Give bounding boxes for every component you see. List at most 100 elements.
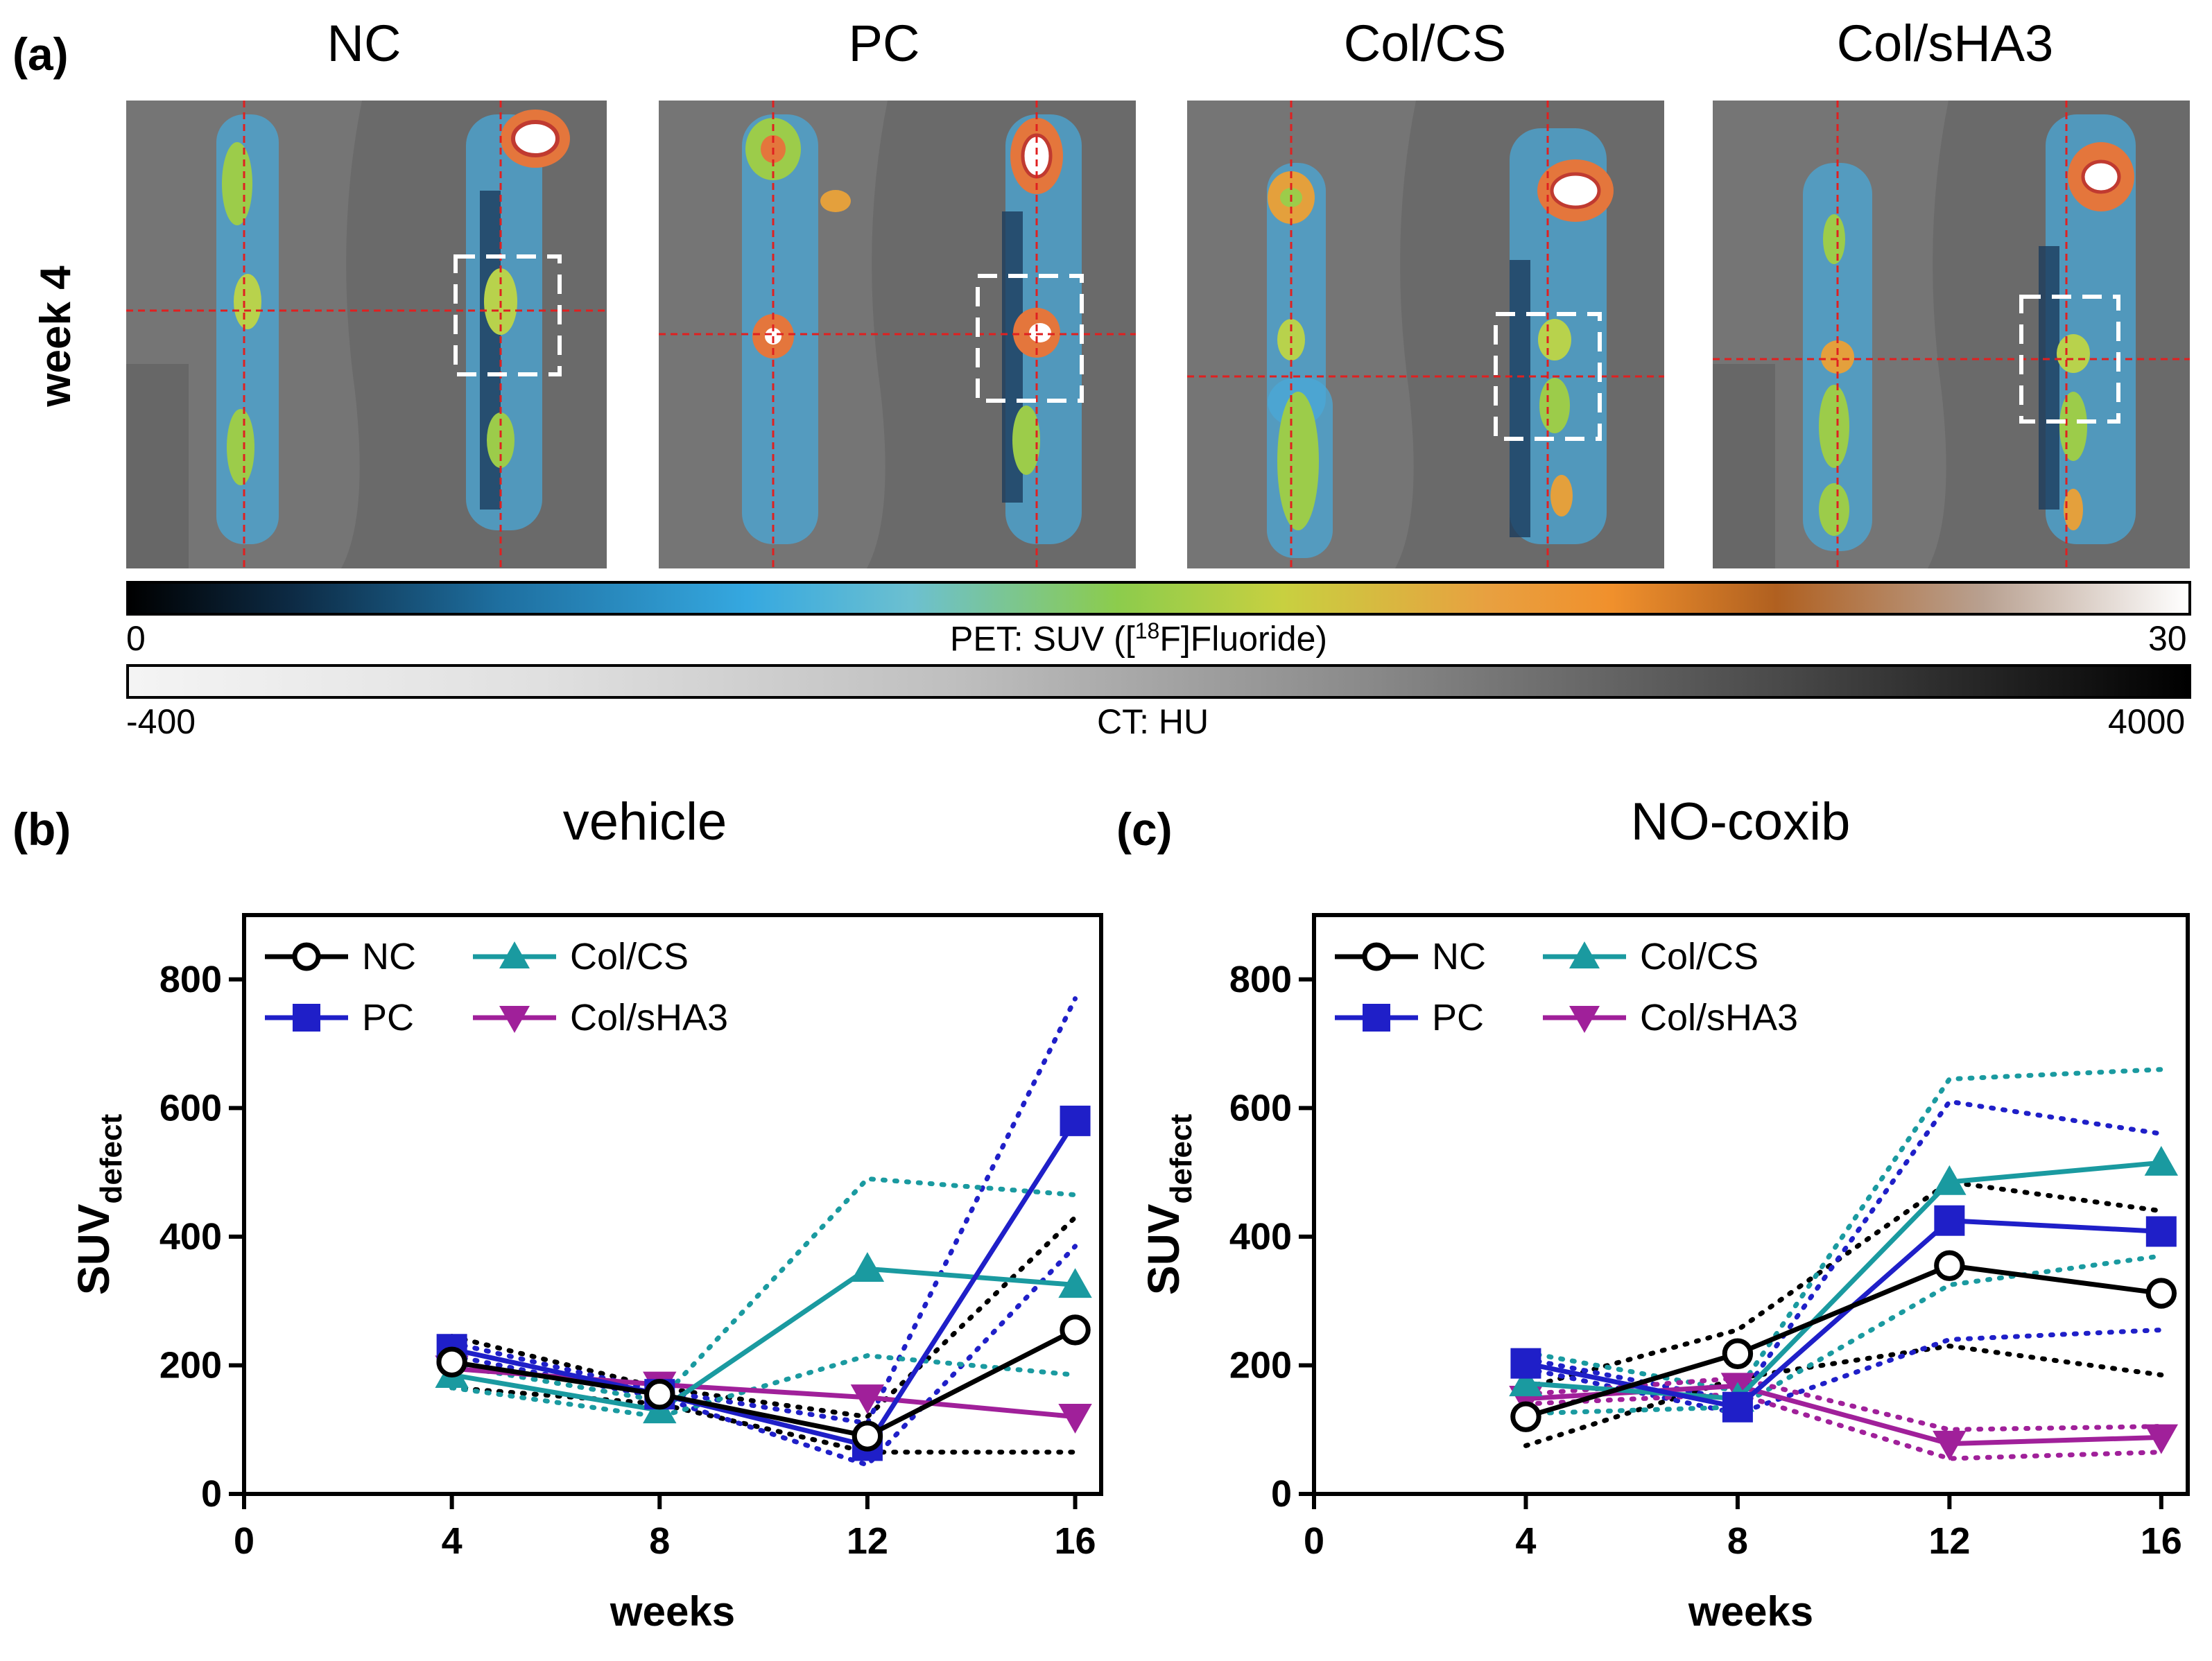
legend-label: NC	[1432, 936, 1486, 977]
data-point	[1058, 1403, 1092, 1434]
pet-colorbar-max: 30	[2148, 619, 2187, 658]
legend-marker	[293, 1004, 320, 1032]
x-tick-label: 12	[1928, 1520, 1970, 1562]
legend-label: PC	[362, 997, 414, 1038]
ci-line-ci_lower	[1523, 1343, 2164, 1448]
column-title-colsha3: Col/sHA3	[1836, 15, 2054, 72]
x-tick-label: 0	[1304, 1520, 1324, 1562]
data-point	[436, 1346, 467, 1378]
pet-colorbar-min: 0	[126, 619, 146, 658]
y-tick-label: 600	[159, 1087, 222, 1129]
x-axis-label: weeks	[610, 1588, 735, 1635]
pet-colorbar-label: PET: SUV ([18F]Fluoride)	[950, 618, 1327, 659]
legend-label: Col/CS	[1640, 936, 1759, 977]
legend-marker	[1362, 942, 1391, 971]
data-point	[644, 1378, 675, 1410]
scan-image-pc	[659, 101, 1136, 568]
legend-label: Col/sHA3	[1640, 997, 1798, 1038]
legend-marker	[1569, 1006, 1600, 1033]
ci-line-ci_upper	[449, 996, 1078, 1426]
y-tick-label: 0	[201, 1473, 222, 1515]
data-point	[850, 1384, 885, 1415]
data-point	[2144, 1145, 2179, 1176]
legend-marker	[292, 942, 321, 971]
pet-label-sup: 18	[1134, 618, 1160, 643]
ci-line-ci_lower	[449, 1353, 1078, 1420]
data-point	[1934, 1205, 1965, 1236]
scan-image-nc	[126, 101, 607, 568]
data-point	[1933, 1165, 1967, 1195]
ci-line-ci_upper	[1523, 1067, 2164, 1394]
series-line	[1526, 1383, 2161, 1447]
x-tick-label: 12	[847, 1520, 888, 1562]
data-point	[1510, 1401, 1541, 1432]
ci-line-ci_lower	[1523, 1391, 2164, 1461]
y-axis-label: SUVdefect	[69, 1114, 128, 1296]
y-axis-label-sub: defect	[1164, 1114, 1198, 1204]
row-label-week: week 4	[32, 266, 80, 407]
plot-frame	[1312, 913, 2190, 1496]
scan-image-colcs	[1187, 101, 1664, 568]
y-tick-label: 200	[159, 1344, 222, 1386]
legend-marker	[1569, 941, 1600, 968]
column-title-colcs: Col/CS	[1343, 15, 1507, 72]
y-axis-label-main: SUV	[69, 1203, 119, 1295]
legend-marker	[499, 1006, 530, 1033]
ci-line-ci_lower	[449, 1385, 1078, 1455]
legend-label: NC	[362, 936, 416, 977]
data-point	[2144, 1424, 2179, 1454]
y-axis-label-main: SUV	[1139, 1203, 1189, 1295]
plot-frame	[242, 913, 1103, 1496]
data-point	[1058, 1268, 1092, 1298]
x-tick-label: 4	[1515, 1520, 1536, 1562]
x-tick-label: 8	[649, 1520, 670, 1562]
data-point	[1509, 1366, 1543, 1397]
x-tick-label: 16	[2141, 1520, 2182, 1562]
data-point	[852, 1420, 883, 1452]
y-tick-label: 800	[159, 959, 222, 1000]
ci-line-ci_upper	[1523, 1179, 2164, 1391]
data-point	[2145, 1278, 2177, 1309]
legend-label: Col/CS	[570, 936, 689, 977]
data-point	[1510, 1348, 1541, 1379]
ci-line-ci_lower	[1523, 1253, 2164, 1416]
x-tick-label: 8	[1727, 1520, 1748, 1562]
ci-line-ci_upper	[449, 1215, 1078, 1420]
legend-label: Col/sHA3	[570, 997, 728, 1038]
panel-b-letter: (b)	[12, 803, 71, 855]
legend-marker	[1363, 1004, 1390, 1032]
series-line	[451, 1328, 1077, 1439]
x-tick-label: 0	[234, 1520, 254, 1562]
y-tick-label: 800	[1229, 959, 1292, 1000]
data-point	[1060, 1105, 1091, 1136]
pet-colorbar	[126, 581, 2191, 616]
data-point	[1933, 1430, 1967, 1461]
series-line	[451, 1120, 1078, 1449]
series-line	[1526, 1160, 2162, 1402]
column-title-nc: NC	[327, 15, 401, 72]
ci-line-ci_upper	[449, 1176, 1078, 1404]
ct-colorbar	[126, 664, 2191, 699]
ct-colorbar-max: 4000	[2108, 702, 2186, 741]
column-title-pc: PC	[848, 15, 920, 72]
data-point	[1934, 1250, 1965, 1281]
data-point	[1722, 1391, 1753, 1423]
scan-image-colsha3	[1713, 101, 2190, 568]
ct-colorbar-label: CT: HU	[1097, 702, 1209, 741]
y-tick-label: 200	[1229, 1344, 1292, 1386]
chart-nocoxib: 0 200 400 600 800 0 4 8 12 16 weeks SUVdefect NC PC Co…	[1139, 913, 2190, 1635]
data-point	[1722, 1338, 1754, 1369]
panel-a-letter: (a)	[12, 28, 69, 80]
x-axis-label: weeks	[1688, 1588, 1813, 1635]
chart-vehicle: 0 200 400 600 800 0 4 8 12 16 weeks SUVdefect NC PC Co…	[69, 913, 1103, 1635]
data-point	[850, 1252, 885, 1282]
series-line	[1525, 1263, 2162, 1420]
x-tick-label: 4	[442, 1520, 463, 1562]
x-tick-label: 16	[1055, 1520, 1096, 1562]
y-tick-label: 400	[1229, 1216, 1292, 1258]
y-tick-label: 400	[159, 1216, 222, 1258]
y-axis-label-sub: defect	[94, 1114, 128, 1204]
data-point	[2145, 1216, 2177, 1247]
y-axis-label: SUVdefect	[1139, 1114, 1198, 1296]
panel-c-letter: (c)	[1116, 803, 1173, 855]
